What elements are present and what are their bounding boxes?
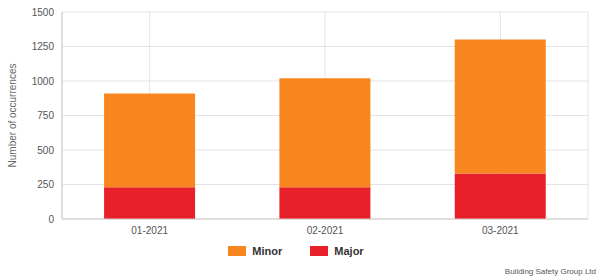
svg-text:250: 250 bbox=[37, 179, 54, 190]
html-text:Major: Major bbox=[334, 245, 364, 257]
svg-text:03-2021: 03-2021 bbox=[482, 225, 519, 236]
svg-text:1000: 1000 bbox=[32, 76, 55, 87]
svg-text:0: 0 bbox=[48, 214, 54, 225]
svg-text:500: 500 bbox=[37, 145, 54, 156]
svg-text:02-2021: 02-2021 bbox=[307, 225, 344, 236]
html-text:Building Safety Group Ltd: Building Safety Group Ltd bbox=[504, 267, 596, 276]
svg-text:Number of occurrences: Number of occurrences bbox=[8, 64, 18, 168]
svg-text:01-2021: 01-2021 bbox=[131, 225, 168, 236]
html-text:Minor: Minor bbox=[252, 245, 283, 257]
svg-text:750: 750 bbox=[37, 110, 54, 121]
svg-text:1500: 1500 bbox=[32, 7, 55, 18]
svg-text:1250: 1250 bbox=[32, 41, 55, 52]
